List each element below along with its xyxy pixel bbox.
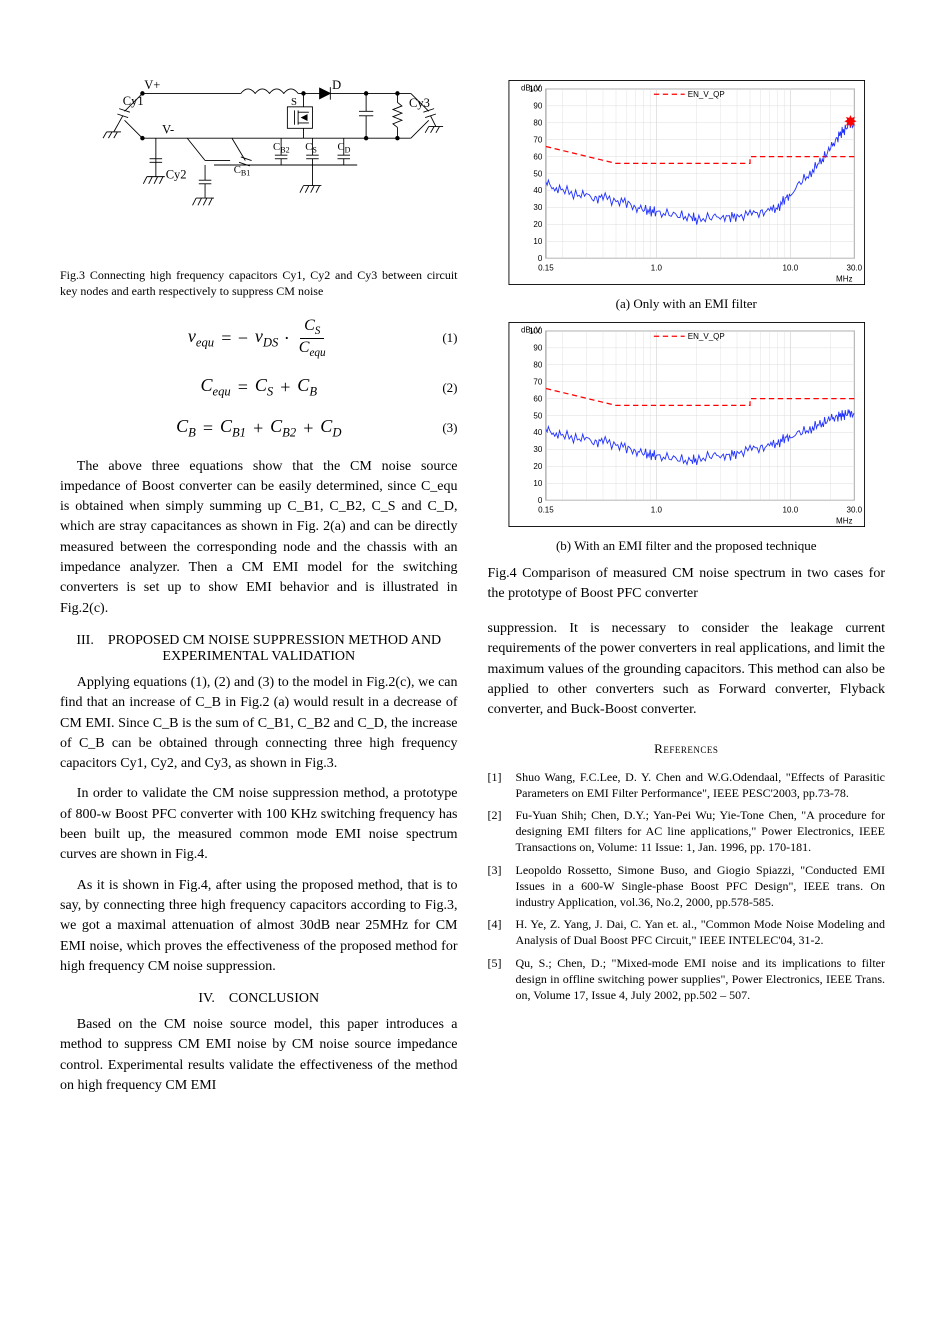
svg-text:90: 90 (533, 344, 542, 353)
para-right: suppression. It is necessary to consider… (488, 619, 886, 720)
ref-item: [4]H. Ye, Z. Yang, J. Dai, C. Yan et. al… (488, 916, 886, 948)
para-1: The above three equations show that the … (60, 457, 458, 619)
svg-text:30: 30 (533, 203, 542, 212)
svg-text:50: 50 (533, 411, 542, 420)
reference-list: [1]Shuo Wang, F.C.Lee, D. Y. Chen and W.… (488, 769, 886, 1003)
equation-3: CB = CB1 + CB2 + CD (3) (60, 416, 458, 441)
svg-text:30.0: 30.0 (846, 264, 862, 273)
svg-text:1.0: 1.0 (650, 264, 662, 273)
svg-text:80: 80 (533, 360, 542, 369)
svg-text:EN_V_QP: EN_V_QP (687, 332, 724, 341)
svg-text:50: 50 (533, 169, 542, 178)
svg-text:dBµV: dBµV (520, 326, 540, 335)
ref-item: [2]Fu-Yuan Shih; Chen, D.Y.; Yan-Pei Wu;… (488, 807, 886, 856)
page: V+ V- D S Cy1 Cy2 Cy3 CB1 CB2 CS CD Fig.… (60, 80, 885, 1106)
label-cb1: CB1 (234, 164, 251, 178)
svg-text:MHz: MHz (836, 274, 852, 283)
svg-text:70: 70 (533, 135, 542, 144)
svg-text:1.0: 1.0 (650, 506, 662, 515)
svg-text:EN_V_QP: EN_V_QP (687, 90, 724, 99)
chart-a-caption: (a) Only with an EMI filter (488, 296, 886, 312)
svg-text:30.0: 30.0 (846, 506, 862, 515)
label-vplus: V+ (144, 80, 160, 92)
svg-text:60: 60 (533, 152, 542, 161)
ref-item: [3]Leopoldo Rossetto, Simone Buso, and G… (488, 862, 886, 911)
section-3-heading: III.PROPOSED CM NOISE SUPPRESSION METHOD… (60, 633, 458, 665)
left-column: V+ V- D S Cy1 Cy2 Cy3 CB1 CB2 CS CD Fig.… (60, 80, 458, 1106)
ref-item: [5]Qu, S.; Chen, D.; "Mixed-mode EMI noi… (488, 955, 886, 1004)
para-3: In order to validate the CM noise suppre… (60, 784, 458, 865)
svg-text:90: 90 (533, 102, 542, 111)
ref-item: [1]Shuo Wang, F.C.Lee, D. Y. Chen and W.… (488, 769, 886, 801)
chart-a: 01020304050607080901000.151.010.030.0MHz… (488, 80, 886, 285)
equation-2: Cequ = CS + CB (2) (60, 375, 458, 400)
para-4: As it is shown in Fig.4, after using the… (60, 876, 458, 977)
fig3-caption: Fig.3 Connecting high frequency capacito… (60, 267, 458, 299)
svg-text:80: 80 (533, 118, 542, 127)
svg-text:MHz: MHz (836, 516, 852, 525)
svg-text:30: 30 (533, 445, 542, 454)
circuit-diagram: V+ V- D S Cy1 Cy2 Cy3 CB1 CB2 CS CD (60, 80, 458, 250)
label-cy2: Cy2 (166, 167, 187, 181)
eqnum-1: (1) (442, 330, 457, 346)
svg-text:✸: ✸ (843, 114, 856, 130)
para-2: Applying equations (1), (2) and (3) to t… (60, 673, 458, 774)
eqnum-3: (3) (442, 420, 457, 436)
label-d: D (332, 80, 341, 92)
svg-text:70: 70 (533, 377, 542, 386)
label-cs: CS (305, 141, 317, 155)
label-cy3: Cy3 (409, 96, 430, 110)
label-s: S (291, 96, 297, 108)
svg-text:0: 0 (537, 254, 542, 263)
svg-text:0: 0 (537, 496, 542, 505)
svg-text:10.0: 10.0 (782, 264, 798, 273)
references-heading: References (488, 741, 886, 757)
section-4-heading: IV.CONCLUSION (60, 991, 458, 1007)
svg-text:60: 60 (533, 394, 542, 403)
svg-text:40: 40 (533, 428, 542, 437)
svg-text:0.15: 0.15 (538, 264, 554, 273)
svg-text:40: 40 (533, 186, 542, 195)
svg-text:dBµV: dBµV (520, 84, 540, 93)
para-5: Based on the CM noise source model, this… (60, 1015, 458, 1096)
chart-b: 01020304050607080901000.151.010.030.0MHz… (488, 322, 886, 527)
label-cy1: Cy1 (123, 94, 144, 108)
svg-text:20: 20 (533, 220, 542, 229)
chart-b-caption: (b) With an EMI filter and the proposed … (488, 538, 886, 554)
svg-text:10.0: 10.0 (782, 506, 798, 515)
right-column: 01020304050607080901000.151.010.030.0MHz… (488, 80, 886, 1106)
label-cd: CD (337, 141, 350, 155)
svg-text:20: 20 (533, 462, 542, 471)
svg-text:10: 10 (533, 237, 542, 246)
equation-1: vequ = − vDS · CS Cequ (1) (60, 317, 458, 359)
eqnum-2: (2) (442, 380, 457, 396)
svg-text:0.15: 0.15 (538, 506, 554, 515)
svg-text:10: 10 (533, 479, 542, 488)
label-vminus: V- (162, 123, 174, 137)
fig4-caption: Fig.4 Comparison of measured CM noise sp… (488, 564, 886, 603)
